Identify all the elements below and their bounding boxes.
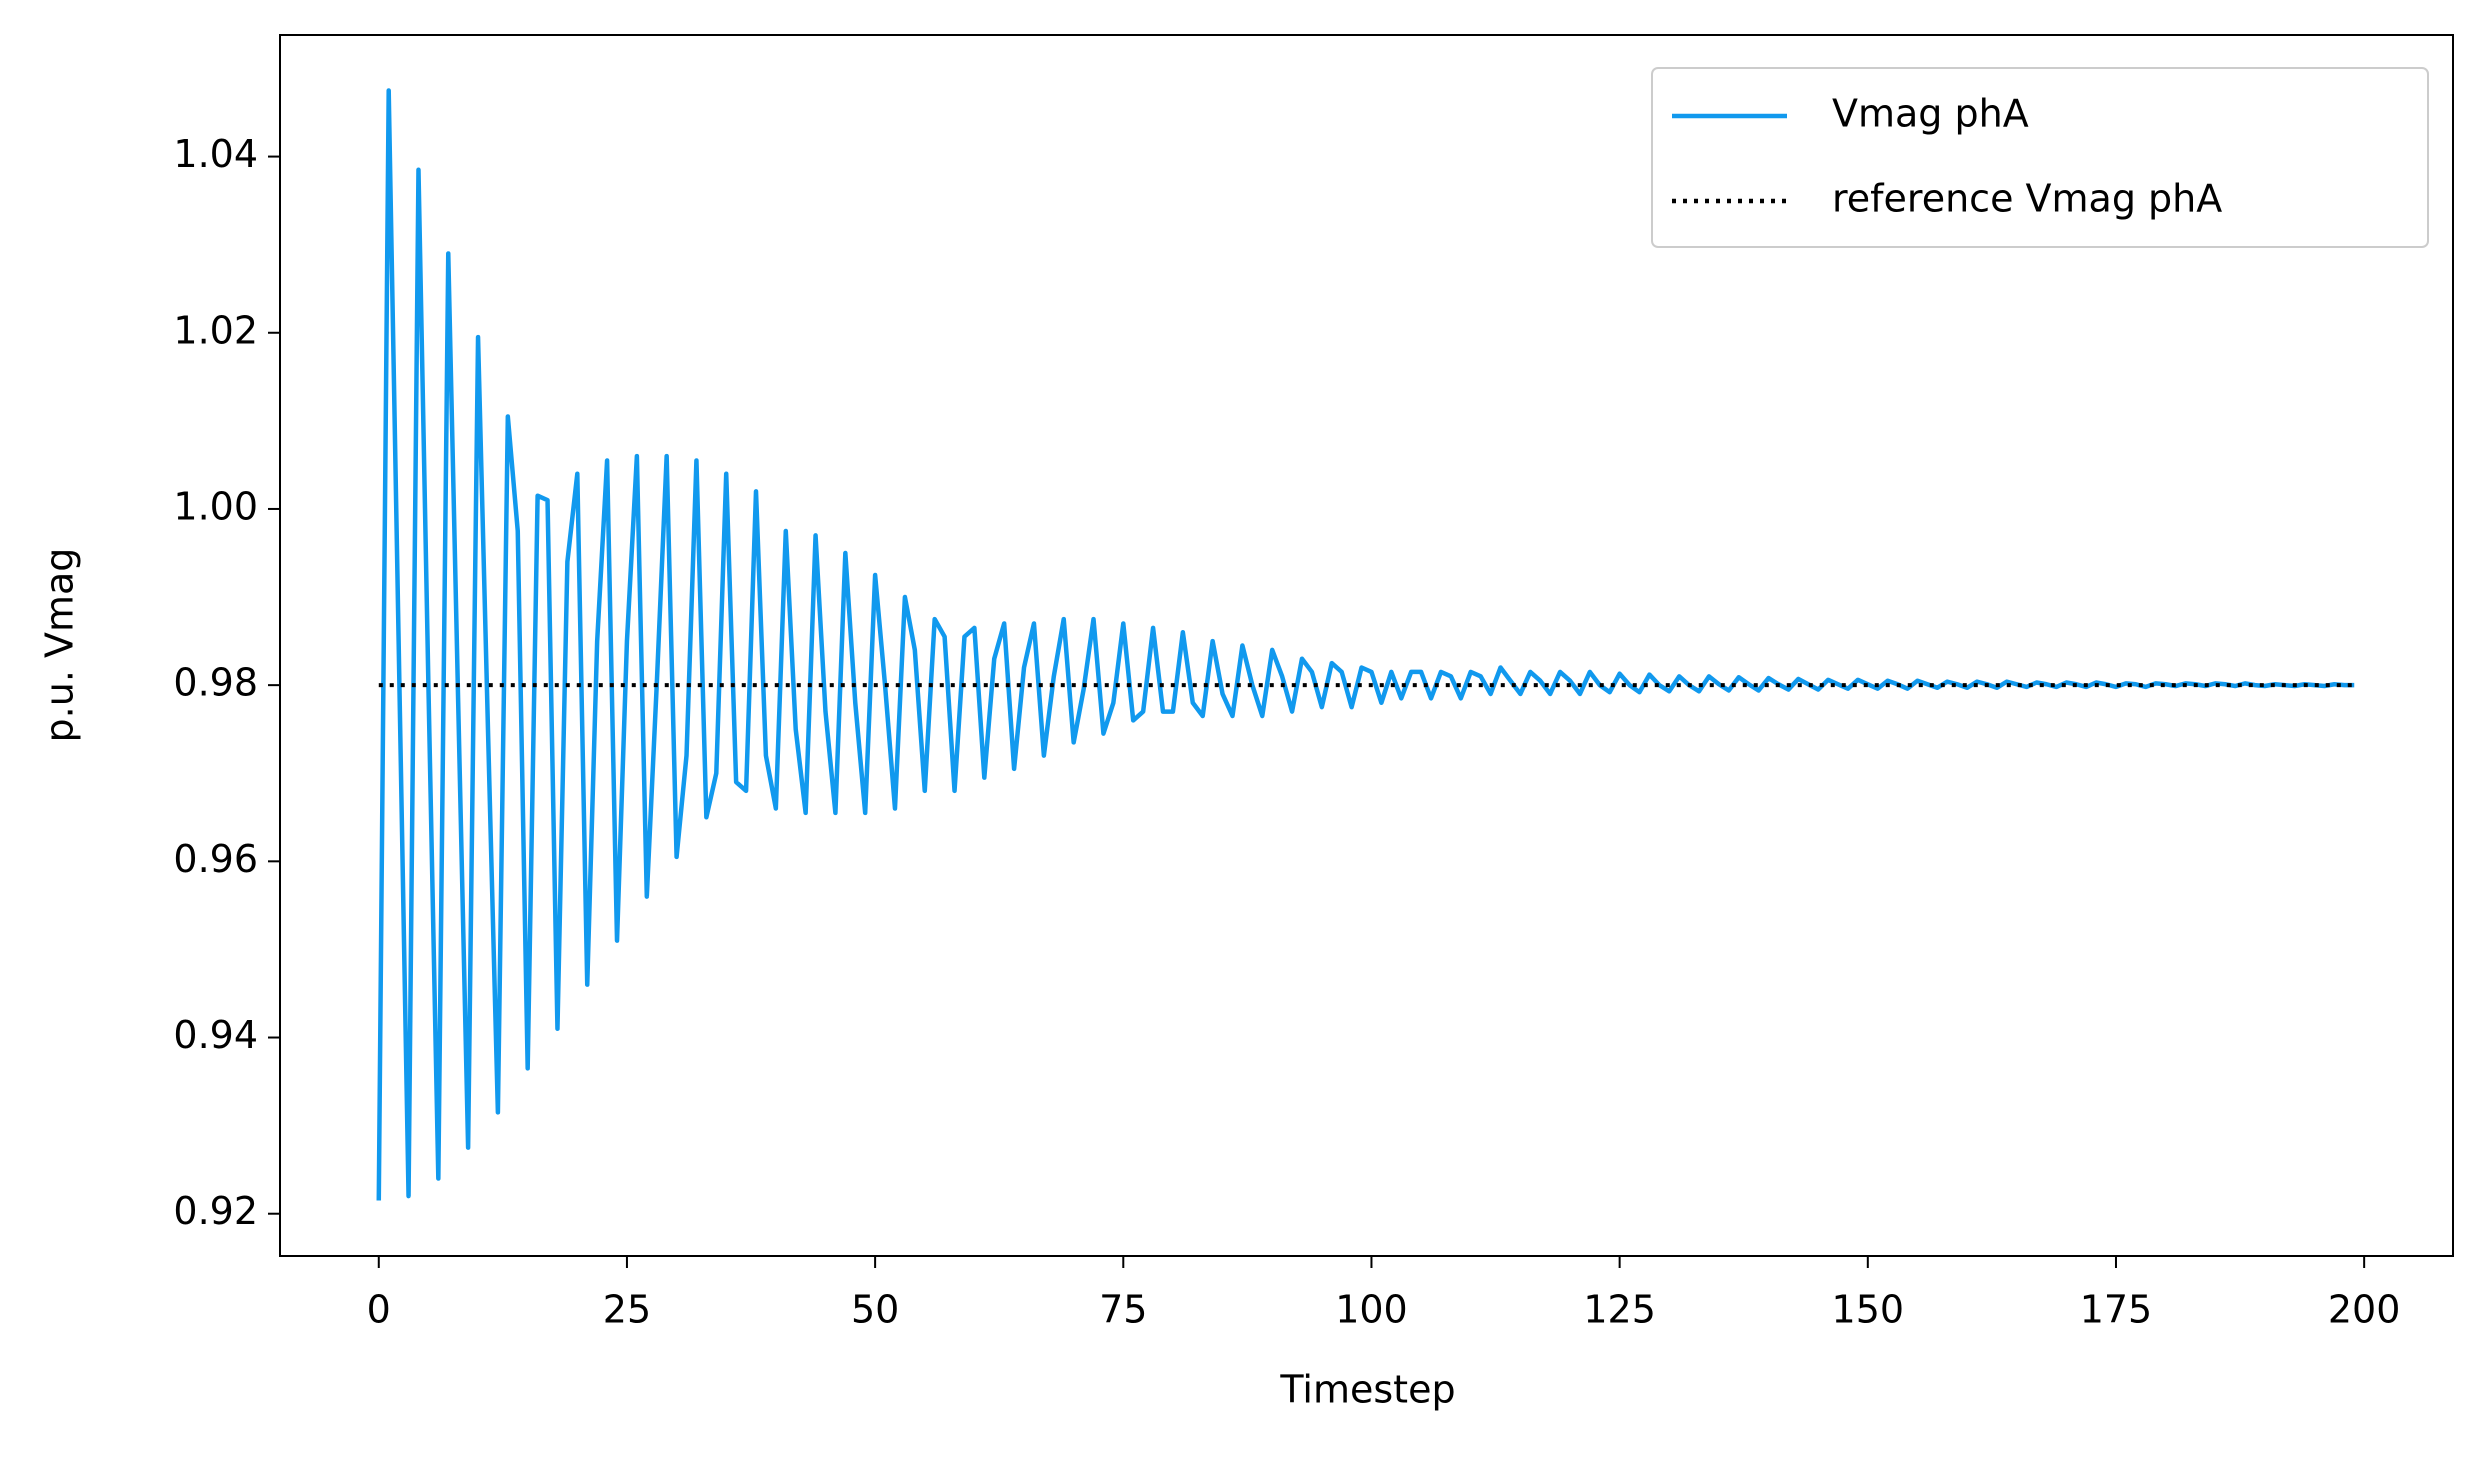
x-tick-label: 25 — [603, 1288, 651, 1332]
x-tick-label: 150 — [1832, 1288, 1905, 1332]
plot-frame — [279, 34, 2454, 1257]
x-tick-label: 175 — [2080, 1288, 2153, 1332]
y-tick-label: 1.04 — [173, 132, 258, 176]
x-tick-label: 200 — [2328, 1288, 2401, 1332]
legend-box — [1651, 67, 2429, 248]
y-axis-label: p.u. Vmag — [38, 548, 82, 743]
x-axis-label: Timestep — [1279, 1368, 1455, 1412]
legend-label: reference Vmag phA — [1832, 177, 2222, 221]
legend-label: Vmag phA — [1832, 92, 2029, 136]
y-tick-label: 1.00 — [173, 484, 258, 528]
x-tick-label: 75 — [1099, 1288, 1147, 1332]
data-line — [376, 88, 2355, 1201]
x-tick-label: 50 — [851, 1288, 899, 1332]
x-tick-label: 0 — [367, 1288, 391, 1332]
y-tick-label: 0.98 — [173, 661, 258, 705]
y-tick-label: 0.94 — [173, 1013, 258, 1057]
x-tick-label: 125 — [1583, 1288, 1656, 1332]
y-tick-label: 0.92 — [173, 1189, 258, 1233]
x-tick-label: 100 — [1335, 1288, 1408, 1332]
y-tick-label: 0.96 — [173, 837, 258, 881]
y-tick-label: 1.02 — [173, 308, 258, 352]
